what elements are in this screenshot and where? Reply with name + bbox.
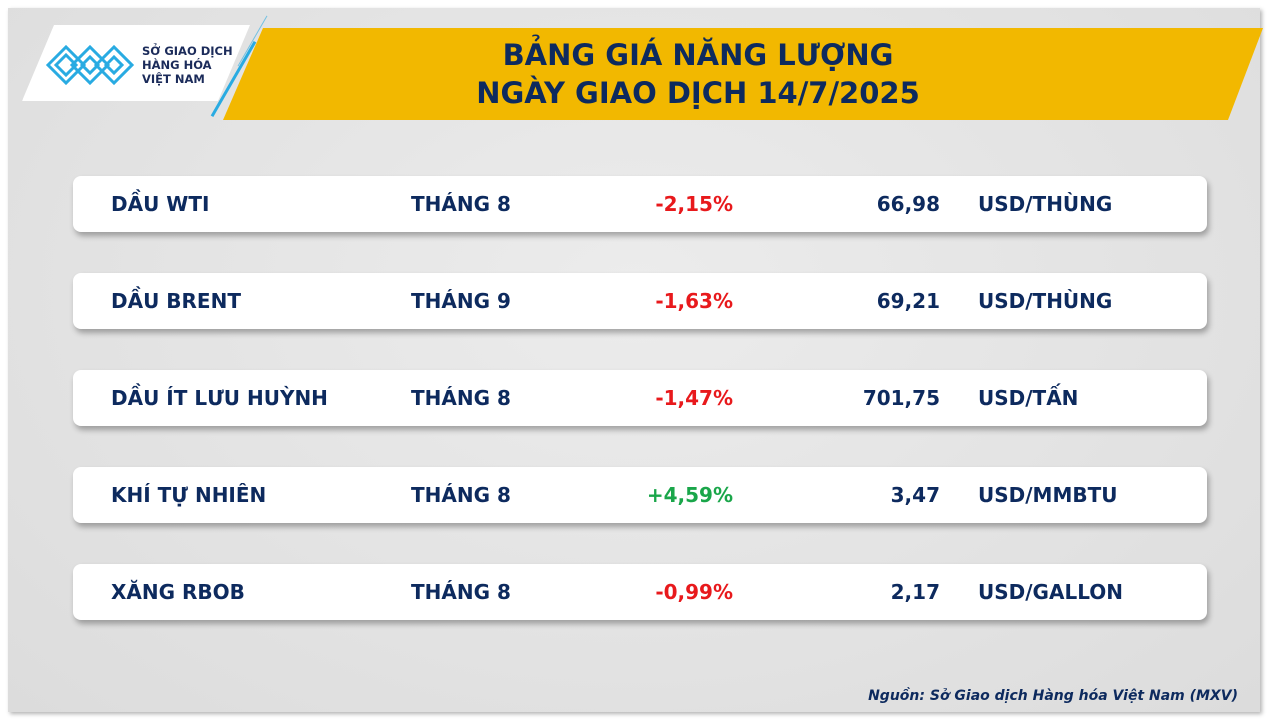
logo-text: SỞ GIAO DỊCH HÀNG HÓA VIỆT NAM <box>142 44 233 86</box>
unit: USD/THÙNG <box>978 192 1113 216</box>
title-line-1: BẢNG GIÁ NĂNG LƯỢNG <box>502 38 894 72</box>
table-row: DẦU WTI THÁNG 8 -2,15% 66,98 USD/THÙNG <box>73 176 1207 232</box>
change-percent: -2,15% <box>655 192 733 216</box>
logo <box>22 25 250 101</box>
commodity-name: KHÍ TỰ NHIÊN <box>111 483 267 507</box>
source-note: Nguồn: Sở Giao dịch Hàng hóa Việt Nam (M… <box>868 688 1238 704</box>
unit: USD/GALLON <box>978 580 1123 604</box>
page-title: BẢNG GIÁ NĂNG LƯỢNG NGÀY GIAO DỊCH 14/7/… <box>248 36 1148 112</box>
commodity-name: XĂNG RBOB <box>111 580 245 604</box>
table-row: KHÍ TỰ NHIÊN THÁNG 8 +4,59% 3,47 USD/MMB… <box>73 467 1207 523</box>
title-banner <box>223 28 1263 120</box>
table-row: DẦU ÍT LƯU HUỲNH THÁNG 8 -1,47% 701,75 U… <box>73 370 1207 426</box>
unit: USD/MMBTU <box>978 483 1118 507</box>
unit: USD/THÙNG <box>978 289 1113 313</box>
contract-month: THÁNG 8 <box>411 483 511 507</box>
commodity-name: DẦU ÍT LƯU HUỲNH <box>111 386 328 410</box>
table-row: XĂNG RBOB THÁNG 8 -0,99% 2,17 USD/GALLON <box>73 564 1207 620</box>
table-row: DẦU BRENT THÁNG 9 -1,63% 69,21 USD/THÙNG <box>73 273 1207 329</box>
mxv-logo-icon <box>46 45 136 85</box>
price: 66,98 <box>876 192 940 216</box>
commodity-name: DẦU WTI <box>111 192 210 216</box>
price: 69,21 <box>876 289 940 313</box>
unit: USD/TẤN <box>978 386 1079 410</box>
contract-month: THÁNG 8 <box>411 386 511 410</box>
commodity-name: DẦU BRENT <box>111 289 241 313</box>
change-percent: -1,63% <box>655 289 733 313</box>
contract-month: THÁNG 8 <box>411 580 511 604</box>
title-line-2: NGÀY GIAO DỊCH 14/7/2025 <box>476 76 920 110</box>
contract-month: THÁNG 9 <box>411 289 511 313</box>
change-percent: -1,47% <box>655 386 733 410</box>
price: 3,47 <box>890 483 940 507</box>
change-percent: +4,59% <box>646 483 733 507</box>
price: 701,75 <box>862 386 940 410</box>
price: 2,17 <box>890 580 940 604</box>
contract-month: THÁNG 8 <box>411 192 511 216</box>
change-percent: -0,99% <box>655 580 733 604</box>
